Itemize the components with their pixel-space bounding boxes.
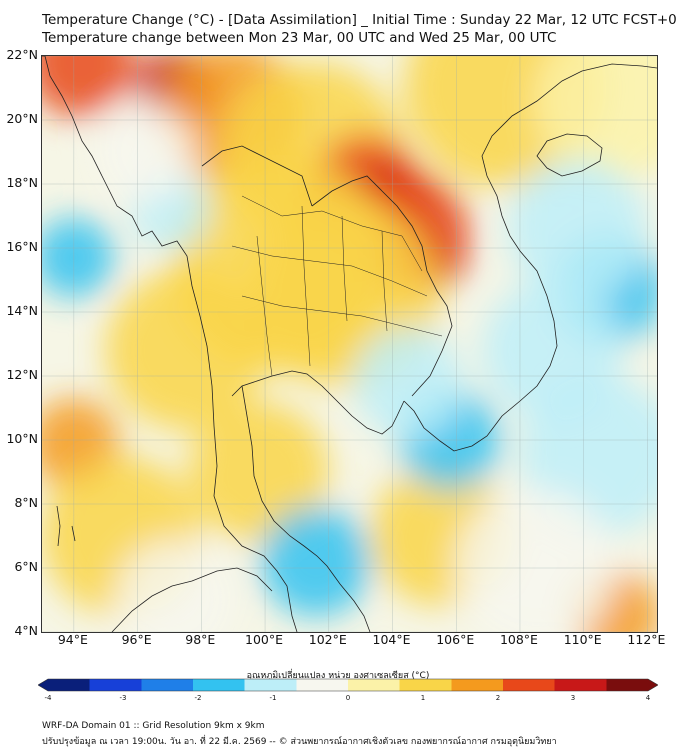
- lat-label: 18°N: [6, 175, 38, 190]
- field-anomaly-12: [188, 402, 329, 542]
- border-mekong: [311, 175, 453, 397]
- lon-label: 110°E: [563, 632, 602, 647]
- coastline-peninsula-east: [241, 385, 371, 632]
- colorbar-tick-label: -4: [44, 694, 52, 702]
- field-anomaly-10: [105, 270, 266, 431]
- field-anomaly-24: [42, 217, 114, 298]
- lon-label: 96°E: [121, 632, 152, 647]
- border-thai-north: [201, 145, 313, 207]
- colorbar-tick-label: 4: [645, 694, 651, 702]
- colorbar-tick-label: 0: [345, 694, 351, 702]
- field-anomaly-27: [455, 488, 616, 632]
- lat-label: 8°N: [14, 495, 38, 510]
- field-anomaly-29: [115, 540, 236, 632]
- update-credit: ปรับปรุงข้อมูล ณ เวลา 19:00น. วัน อา. ที…: [42, 737, 557, 747]
- graticule: [42, 56, 657, 632]
- lon-label: 94°E: [57, 632, 88, 647]
- lat-label: 16°N: [6, 239, 38, 254]
- lat-label: 14°N: [6, 303, 38, 318]
- field-anomaly-28: [93, 102, 194, 202]
- colorbar-tick-label: 3: [570, 694, 576, 702]
- model-info: WRF-DA Domain 01 :: Grid Resolution 9km …: [42, 721, 265, 731]
- colorbar-tick-label: -1: [269, 694, 277, 702]
- field-anomaly-21: [261, 506, 372, 617]
- province-lines: [231, 195, 443, 377]
- colorbar-tick-label: 2: [495, 694, 501, 702]
- lon-label: 102°E: [308, 632, 347, 647]
- temperature-field: [42, 56, 657, 632]
- lon-label: 98°E: [185, 632, 216, 647]
- temperature-change-map: [41, 55, 658, 633]
- coastline-myanmar-west: [42, 56, 298, 632]
- coastline-hainan: [536, 133, 603, 177]
- coastline-gulf-of-thailand: [231, 370, 405, 435]
- colorbar-tick-label: -2: [194, 694, 202, 702]
- lat-label: 4°N: [14, 623, 38, 638]
- field-anomaly-23: [353, 327, 464, 438]
- coastline-cambodia-vietnam: [403, 63, 657, 452]
- lon-label: 106°E: [436, 632, 475, 647]
- lat-label: 22°N: [6, 47, 38, 62]
- map-subtitle: Temperature change between Mon 23 Mar, 0…: [42, 30, 557, 46]
- lat-label: 10°N: [6, 431, 38, 446]
- map-title: Temperature Change (°C) - [Data Assimila…: [42, 12, 676, 28]
- colorbar-tick-label: 1: [420, 694, 426, 702]
- map-canvas: [42, 56, 657, 632]
- lon-label: 100°E: [245, 632, 284, 647]
- coastlines-borders: [42, 56, 657, 632]
- lat-label: 20°N: [6, 111, 38, 126]
- coastline-andaman: [56, 505, 76, 547]
- colorbar-tick-label: -3: [119, 694, 127, 702]
- field-anomaly-19: [507, 158, 648, 299]
- lat-label: 6°N: [14, 559, 38, 574]
- colorbar-title: อุณหภูมิเปลี่ยนแปลง หน่วย องศาเซลเซียส (…: [246, 671, 430, 681]
- lon-label: 108°E: [499, 632, 538, 647]
- coastline-sumatra: [111, 567, 273, 632]
- lat-label: 12°N: [6, 367, 38, 382]
- field-anomaly-14: [535, 56, 657, 181]
- colorbar: [38, 678, 658, 692]
- lon-label: 112°E: [627, 632, 666, 647]
- lon-label: 104°E: [372, 632, 411, 647]
